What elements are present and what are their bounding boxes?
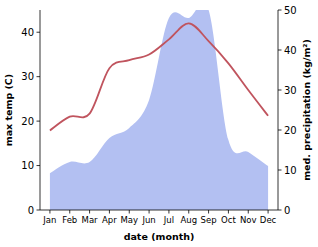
y-tick-label: 40 [21,27,34,38]
x-tick [188,210,189,214]
x-tick [208,210,209,214]
x-tick-label: Mar [82,215,99,225]
x-tick [268,210,269,214]
y-tick [37,76,41,77]
y-axis-label: max temp (C) [3,74,14,146]
x-tick-label: Nov [240,215,257,225]
y2-tick [278,170,282,171]
y2-tick-label: 50 [284,5,297,16]
x-tick-label: Jul [163,215,174,225]
y-tick-label: 10 [21,160,34,171]
x-tick [168,210,169,214]
y2-tick [278,50,282,51]
x-tick [89,210,90,214]
y-tick-label: 20 [21,116,34,127]
x-tick [49,210,50,214]
y-tick [37,165,41,166]
y-tick [37,32,41,33]
y2-tick [278,10,282,11]
y-tick-label: 0 [28,205,34,216]
x-tick-label: May [120,215,138,225]
y-tick-label: 30 [21,71,34,82]
y2-tick-label: 20 [284,125,297,136]
x-tick [109,210,110,214]
right-axis [278,10,279,210]
y2-tick-label: 40 [284,45,297,56]
x-tick [149,210,150,214]
x-tick-label: Apr [102,215,117,225]
y2-tick-label: 30 [284,85,297,96]
y2-tick-label: 0 [284,205,290,216]
left-axis [40,10,41,210]
x-tick-label: Aug [180,215,197,225]
y2-tick [278,90,282,91]
precipitation-area [50,10,268,210]
y2-axis-label: med. precipitation (kg/m²) [301,39,312,181]
x-tick [228,210,229,214]
y2-tick-label: 10 [284,165,297,176]
temperature-line [50,23,268,130]
y-tick [37,210,41,211]
y2-tick [278,130,282,131]
x-tick [248,210,249,214]
chart: 0 10 20 30 40 0 10 20 30 40 50 Jan Feb MarAprMayJun Ju… [0,0,318,247]
x-tick-label: Dec [260,215,277,225]
y-tick [37,121,41,122]
x-tick [129,210,130,214]
bottom-axis [40,210,278,211]
y2-tick [278,210,282,211]
x-tick-label: Jan [42,215,56,225]
x-tick-label: Oct [221,215,236,225]
plot-area [50,10,268,210]
x-axis-label: date (month) [124,231,195,242]
x-tick-label: Feb [62,215,77,225]
x-tick-label: Sep [201,215,217,225]
x-tick-label: Jun [141,215,155,225]
x-tick [69,210,70,214]
